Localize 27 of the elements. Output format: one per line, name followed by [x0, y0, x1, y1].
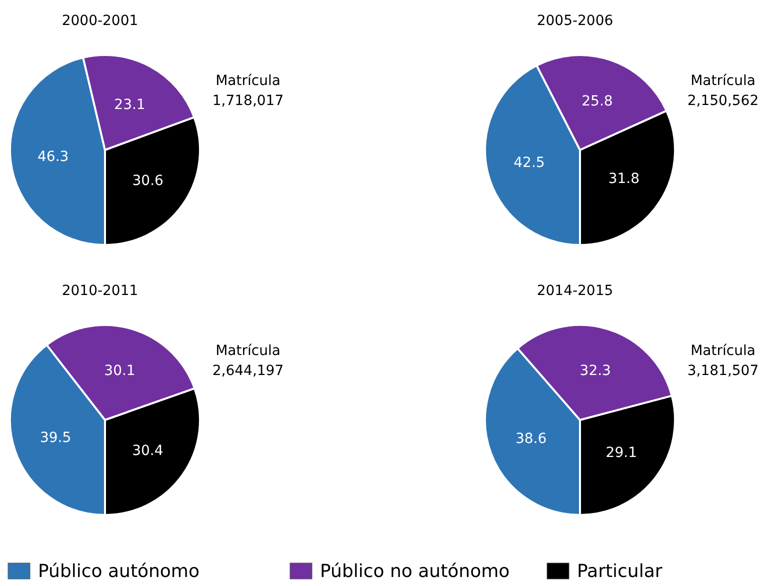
- text: Matrícula: [216, 73, 280, 89]
- text: Matrícula: [690, 73, 756, 89]
- legend-label: Público no autónomo: [320, 561, 510, 582]
- data-label: 46.3: [38, 148, 69, 165]
- text: 1,718,017: [212, 93, 284, 109]
- chart-title: 2000-2001: [62, 13, 138, 29]
- data-label: 42.5: [514, 155, 545, 172]
- data-label: 32.3: [580, 362, 611, 379]
- chart-title: 2010-2011: [62, 283, 138, 299]
- data-label: 30.1: [104, 362, 136, 379]
- text: 2,150,562: [687, 93, 759, 109]
- text: Matrícula: [216, 343, 280, 359]
- data-label: 31.8: [608, 171, 640, 188]
- chart-title: 2014-2015: [536, 283, 614, 299]
- legend-label: Público autónomo: [38, 561, 200, 582]
- data-label: 29.1: [606, 444, 637, 461]
- data-label: 38.6: [515, 431, 547, 448]
- data-label: 30.6: [132, 172, 164, 189]
- chart-title: 2005-2006: [536, 13, 614, 29]
- text: Matrícula: [690, 343, 756, 359]
- data-label: 30.4: [132, 443, 164, 460]
- data-label: 23.1: [114, 96, 146, 113]
- legend-label: Particular: [577, 561, 663, 582]
- text: 3,181,507: [687, 363, 759, 379]
- data-label: 25.8: [582, 94, 613, 110]
- data-label: 39.5: [40, 430, 72, 446]
- text: 2,644,197: [212, 363, 284, 379]
